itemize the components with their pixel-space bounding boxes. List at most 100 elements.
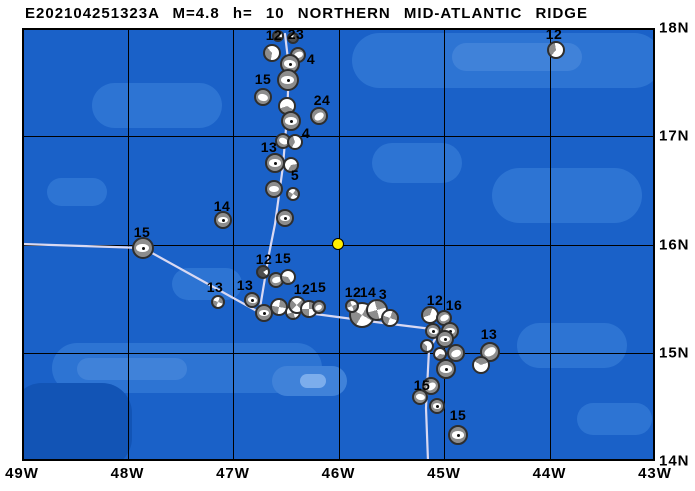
depth-label: 13	[236, 277, 254, 293]
depth-label: 13	[480, 326, 498, 342]
bathymetry-patch	[92, 83, 222, 128]
depth-label: 14	[213, 198, 231, 214]
depth-label: 12	[293, 281, 311, 297]
parallel-line	[22, 136, 655, 138]
center-dot	[289, 119, 293, 123]
focal-mechanism-beachball	[310, 107, 328, 125]
tension-axis-lens	[314, 303, 324, 311]
focal-mechanism-beachball	[254, 88, 272, 106]
bathymetry-patch	[47, 178, 107, 206]
latitude-tick-label: 14N	[659, 452, 690, 470]
depth-label: 4	[306, 51, 316, 67]
depth-label: 5	[290, 167, 300, 183]
depth-label: 15	[413, 377, 431, 393]
focal-mechanism-beachball	[265, 153, 285, 173]
depth-label: 15	[274, 250, 292, 266]
focal-mechanism-beachball	[381, 309, 399, 327]
depth-label: 24	[313, 92, 331, 108]
center-dot	[141, 246, 145, 250]
center-dot	[431, 329, 435, 333]
focal-mechanism-beachball	[283, 157, 299, 173]
center-dot	[273, 161, 277, 165]
longitude-tick-label: 45W	[427, 465, 461, 482]
focal-mechanism-beachball	[244, 292, 260, 308]
depth-label: 16	[445, 297, 463, 313]
focal-mechanism-beachball	[276, 209, 294, 227]
focal-mechanism-beachball	[272, 30, 284, 42]
focal-mechanism-beachball	[281, 111, 301, 131]
map-canvas: 12 23 4 15 24 4 13 5 14 15 13 12 15 13 12 15 12 14 3 12 16 13…	[22, 28, 655, 461]
center-dot	[288, 62, 292, 66]
focal-mechanism-beachball	[436, 359, 456, 379]
bathymetry-patch	[77, 358, 187, 380]
tension-axis-lens	[415, 393, 425, 401]
focal-mechanism-beachball	[429, 398, 445, 414]
center-dot	[286, 78, 290, 82]
figure-title: E202104251323A M=4.8 h= 10 NORTHERN MID-…	[25, 5, 588, 22]
epicenter-marker	[332, 238, 344, 250]
center-dot	[262, 311, 266, 315]
focal-mechanism-beachball	[448, 425, 468, 445]
latitude-tick-label: 15N	[659, 344, 690, 362]
ridge-transform-segment	[141, 246, 257, 312]
center-dot	[435, 404, 439, 408]
focal-mechanism-beachball	[256, 265, 270, 279]
focal-mechanism-beachball	[447, 344, 465, 362]
depth-label: 15	[133, 224, 151, 240]
bathymetry-patch	[577, 403, 652, 435]
focal-mechanism-beachball	[436, 330, 454, 348]
longitude-tick-label: 47W	[216, 465, 250, 482]
focal-mechanism-beachball	[420, 339, 434, 353]
focal-mechanism-beachball	[263, 44, 281, 62]
depth-label: 23	[287, 28, 305, 42]
bathymetry-patch	[22, 383, 132, 461]
depth-label: 15	[309, 279, 327, 295]
center-dot	[444, 367, 448, 371]
bathymetry-patch	[372, 143, 462, 183]
tension-axis-lens	[438, 313, 449, 323]
latitude-tick-label: 17N	[659, 127, 690, 145]
latitude-tick-label: 16N	[659, 236, 690, 253]
center-dot	[250, 298, 254, 302]
longitude-tick-label: 43W	[638, 465, 672, 482]
ridge-transform-segment	[22, 242, 145, 250]
center-dot	[456, 433, 460, 437]
longitude-tick-label: 49W	[5, 465, 39, 482]
depth-label: 4	[301, 125, 311, 141]
focal-mechanism-beachball	[312, 300, 326, 314]
focal-mechanism-beachball	[265, 180, 283, 198]
latitude-tick-label: 18N	[659, 19, 690, 37]
depth-label: 12	[255, 251, 273, 267]
focal-mechanism-beachball	[277, 69, 299, 91]
tension-axis-lens	[257, 92, 269, 102]
tension-axis-lens	[312, 110, 325, 122]
focal-mechanism-beachball	[286, 187, 300, 201]
focal-mechanism-beachball	[255, 304, 273, 322]
bathymetry-patch	[517, 323, 627, 368]
longitude-tick-label: 44W	[532, 465, 567, 482]
depth-label: 12	[344, 284, 362, 300]
tension-axis-lens	[449, 348, 462, 358]
depth-label: 13	[260, 139, 278, 155]
focal-mechanism-beachball	[132, 237, 154, 259]
depth-label: 13	[206, 279, 224, 295]
focal-mechanism-beachball	[287, 32, 299, 44]
focal-mechanism-beachball	[345, 299, 359, 313]
center-dot	[221, 218, 225, 222]
bathymetry-patch	[492, 168, 642, 223]
focal-mechanism-beachball	[472, 356, 490, 374]
longitude-tick-label: 48W	[110, 465, 145, 482]
depth-label: 14	[359, 284, 377, 300]
depth-label: 15	[254, 71, 272, 87]
center-dot	[443, 337, 447, 341]
center-dot	[283, 216, 287, 220]
depth-label: 12	[265, 28, 283, 43]
parallel-line	[22, 352, 655, 354]
depth-label: 12	[545, 28, 563, 42]
focal-mechanism-beachball	[547, 41, 565, 59]
depth-label: 15	[449, 407, 467, 423]
focal-mechanism-beachball	[422, 377, 440, 395]
longitude-tick-label: 46W	[321, 465, 356, 482]
focal-mechanism-beachball	[214, 211, 232, 229]
